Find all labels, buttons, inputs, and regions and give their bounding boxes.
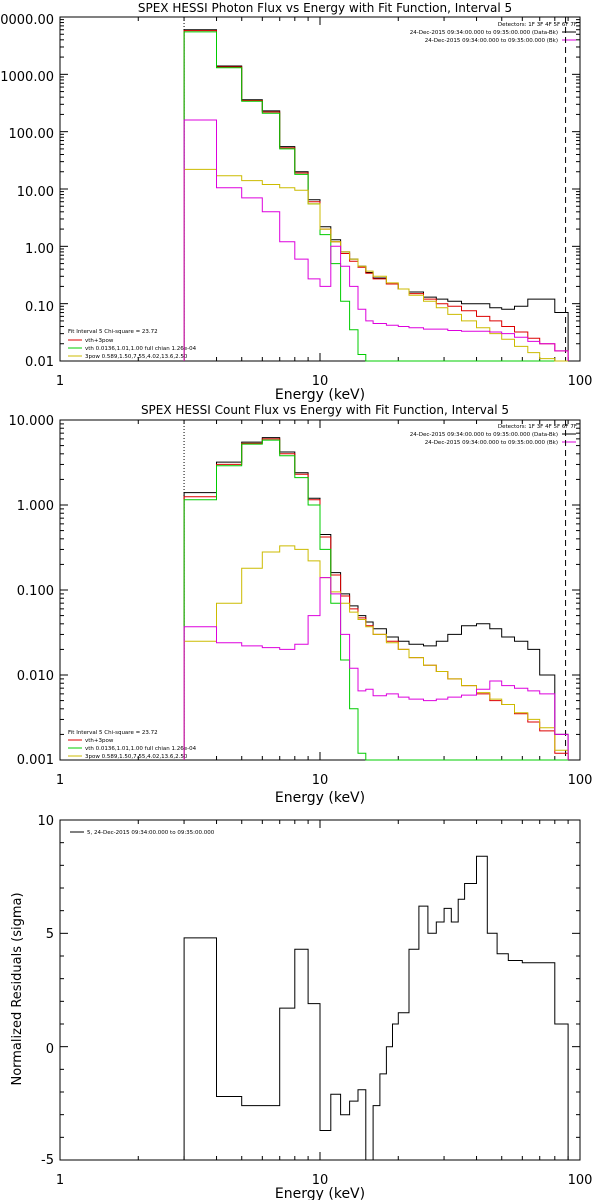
panel1-legend-bk: 24-Dec-2015 09:34:00.000 to 09:35:00.000…: [425, 38, 558, 44]
panel2-xtick-labels: 1 10 100: [56, 773, 593, 788]
series-green-line: [183, 439, 569, 761]
panel3-x-axis-label: Energy (keV): [275, 1186, 365, 1200]
panel1-legend-bottom-left: Fit Interval 5 Chi-square = 23.72 vth+3p…: [68, 329, 197, 360]
panel1-ytick-labels: 10000.00 1000.00 100.00 10.00 1.00 0.10 …: [0, 13, 54, 370]
panel1-xtick-labels: 1 10 100: [56, 374, 593, 389]
panel1-fit-info: Fit Interval 5 Chi-square = 23.72: [68, 329, 158, 335]
count-flux-panel: SPEX HESSI Count Flux vs Energy with Fit…: [9, 403, 593, 806]
panel2-xtick-1: 1: [56, 773, 64, 788]
panel2-ytick-labels: 10.000 1.000 0.100 0.010 0.001: [9, 414, 55, 768]
panel3-ytick-minus5: -5: [41, 1153, 54, 1168]
panel3-plot-area: [59, 819, 581, 1161]
series-magenta-line: [183, 119, 569, 361]
series-black-line: [183, 29, 569, 361]
panel2-legend-detectors: Detectors: 1F 3F 4F 5F 6F 7F: [498, 424, 577, 430]
panel1-ytick-100: 100.00: [9, 127, 55, 142]
panel2-legend-bottom-left: Fit Interval 5 Chi-square = 23.72 vth+3p…: [68, 730, 197, 760]
panel2-ytick-0.001: 0.001: [17, 753, 54, 768]
panel1-title: SPEX HESSI Photon Flux vs Energy with Fi…: [138, 1, 512, 15]
series-black-line: [183, 855, 569, 1161]
series-black-line: [183, 437, 569, 760]
photon-flux-panel: SPEX HESSI Photon Flux vs Energy with Fi…: [0, 1, 592, 403]
panel1-x-axis-label: Energy (keV): [275, 387, 365, 403]
panel1-plot-area: [59, 16, 581, 362]
panel2-ytick-0.01: 0.010: [17, 669, 54, 684]
panel1-ytick-0.1: 0.10: [25, 300, 54, 315]
panel1-ytick-10: 10.00: [17, 185, 54, 200]
panel3-y-axis-label: Normalized Residuals (sigma): [10, 892, 25, 1085]
panel1-legend-3pow: 3pow 0.589,1.50,7.55,4.02,13.6,2.50: [85, 354, 188, 360]
panel2-fit-info: Fit Interval 5 Chi-square = 23.72: [68, 730, 158, 736]
panel1-legend-detectors: Detectors: 1F 3F 4F 5F 6F 7F: [498, 22, 577, 28]
panel2-xtick-10: 10: [312, 773, 329, 788]
panel1-legend-vth: vth 0.0136,1.01,1.00 full chian 1.26e-04: [85, 346, 197, 352]
panel3-xtick-labels: 1 10 100: [56, 1173, 593, 1188]
panel1-legend-fit: vth+3pow: [85, 338, 114, 344]
series-yellow-line: [183, 168, 569, 362]
panel2-ytick-10: 10.000: [9, 414, 55, 429]
panel1-legend-data-bk: 24-Dec-2015 09:34:00.000 to 09:35:00.000…: [410, 30, 558, 36]
panel1-ytick-10000: 10000.00: [0, 13, 54, 28]
panel3-xtick-100: 100: [568, 1173, 593, 1188]
panel2-legend-data-bk: 24-Dec-2015 09:34:00.000 to 09:35:00.000…: [410, 432, 558, 438]
panel1-xtick-100: 100: [568, 374, 593, 389]
panel2-plot-area: [59, 419, 581, 761]
series-green-line: [183, 31, 569, 362]
panel1-ytick-0.01: 0.01: [25, 355, 54, 370]
series-yellow-line: [183, 545, 569, 760]
panel1-xtick-1: 1: [56, 374, 64, 389]
panel3-legend: 5, 24-Dec-2015 09:34:00.000 to 09:35:00.…: [70, 830, 215, 836]
series-magenta-line: [183, 577, 569, 760]
panel3-ytick-10: 10: [37, 814, 54, 829]
panel3-ytick-5: 5: [46, 927, 54, 942]
panel3-legend-label: 5, 24-Dec-2015 09:34:00.000 to 09:35:00.…: [87, 830, 215, 836]
panel2-legend-3pow: 3pow 0.589,1.50,7.55,4.02,13.6,2.50: [85, 754, 188, 760]
panel1-xtick-10: 10: [312, 374, 329, 389]
panel2-legend-fit: vth+3pow: [85, 738, 114, 744]
panel2-ytick-1: 1.000: [17, 499, 54, 514]
panel1-ytick-1: 1.00: [25, 242, 54, 257]
panel2-xtick-100: 100: [568, 773, 593, 788]
residuals-panel: 10 5 0 -5 1 10 100 Energy (keV) Normaliz…: [10, 814, 592, 1200]
panel2-legend-top-right: Detectors: 1F 3F 4F 5F 6F 7F 24-Dec-2015…: [410, 424, 577, 446]
panel3-ytick-labels: 10 5 0 -5: [37, 814, 54, 1168]
panel2-ytick-0.1: 0.100: [17, 584, 54, 599]
panel1-ytick-1000: 1000.00: [0, 70, 54, 85]
panel3-xtick-10: 10: [312, 1173, 329, 1188]
panel2-legend-vth: vth 0.0136,1.01,1.00 full chian 1.26e-04: [85, 746, 197, 752]
panel1-legend-top-right: Detectors: 1F 3F 4F 5F 6F 7F 24-Dec-2015…: [410, 22, 577, 44]
panel2-legend-bk: 24-Dec-2015 09:34:00.000 to 09:35:00.000…: [425, 440, 558, 446]
panel2-title: SPEX HESSI Count Flux vs Energy with Fit…: [141, 403, 509, 417]
panel3-ytick-0: 0: [46, 1042, 54, 1057]
panel2-x-axis-label: Energy (keV): [275, 790, 365, 806]
panel3-xtick-1: 1: [56, 1173, 64, 1188]
